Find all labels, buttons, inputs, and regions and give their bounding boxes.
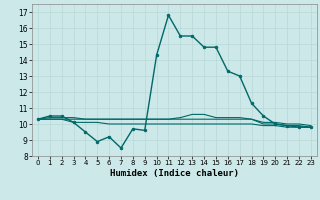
X-axis label: Humidex (Indice chaleur): Humidex (Indice chaleur) — [110, 169, 239, 178]
